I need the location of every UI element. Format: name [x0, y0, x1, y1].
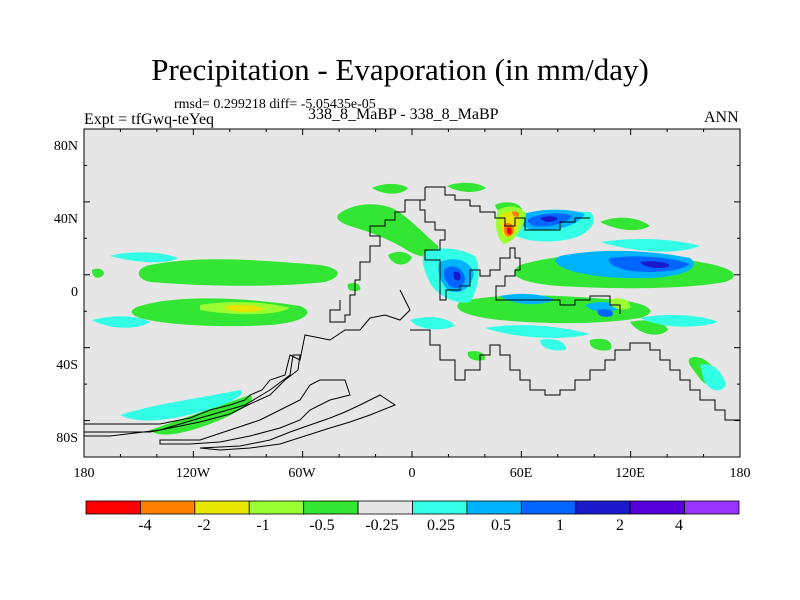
lat-label-40s: 40S [56, 358, 78, 373]
contour-fields [92, 182, 734, 435]
colorbar-label: -1 [256, 517, 270, 534]
colorbar-label: 1 [556, 517, 564, 534]
colorbar-label: 0.5 [491, 517, 511, 534]
colorbar-box [466, 500, 522, 515]
experiment-label: Expt = tfGwq-teYeq [84, 111, 215, 128]
colorbar-box [575, 500, 631, 515]
colorbar-box [684, 500, 740, 515]
outline-antarctic-peninsula [84, 354, 301, 437]
outline-africa-eurasia [419, 187, 621, 314]
contour-wet-max [453, 216, 670, 281]
lon-label-120e: 120E [615, 466, 645, 481]
stats-text: rmsd= 0.299218 diff= -5.05435e-05 [174, 97, 376, 112]
lon-label-180e: 180 [729, 466, 751, 481]
colorbar-label: -4 [138, 517, 152, 534]
continent-outlines [84, 186, 740, 451]
colorbar-box [85, 500, 141, 515]
colorbar-label: -0.5 [309, 517, 335, 534]
colorbar-box [303, 500, 359, 515]
plot-title: Precipitation - Evaporation (in mm/day) [151, 52, 649, 87]
colorbar-label: -2 [197, 517, 211, 534]
season-label: ANN [704, 109, 739, 126]
lon-label-0: 0 [408, 466, 416, 481]
colorbar-box [357, 500, 413, 515]
colorbar-box [194, 500, 250, 515]
outline-south-islands-1 [159, 379, 351, 445]
lon-label-120w: 120W [175, 466, 211, 481]
colorbar-box [412, 500, 468, 515]
colorbar-box [140, 500, 196, 515]
colorbar-label: -0.25 [365, 517, 399, 534]
lon-label-60e: 60E [509, 466, 533, 481]
outline-north-asia [425, 186, 590, 231]
outline-south-landmass [84, 289, 411, 425]
lat-label-40n: 40N [53, 212, 78, 227]
outline-southern-chain [410, 329, 740, 421]
outline-south-islands-2 [199, 394, 397, 451]
colorbar-label: 4 [675, 517, 683, 534]
lon-label-180w: 180 [73, 466, 95, 481]
colorbar [85, 500, 740, 515]
case-label: 338_8_MaBP - 338_8_MaBP [308, 106, 499, 123]
contour-dry-extreme [506, 227, 512, 235]
colorbar-label: 2 [616, 517, 624, 534]
lon-label-60w: 60W [288, 466, 316, 481]
lat-label-eq: 0 [71, 285, 78, 300]
outline-west-coast [329, 199, 420, 323]
colorbar-box [248, 500, 305, 515]
colorbar-box [520, 500, 577, 515]
axis-ticks [83, 128, 741, 458]
lat-label-80s: 80S [56, 431, 78, 446]
colorbar-label: 0.25 [427, 517, 455, 534]
lat-label-80n: 80N [53, 139, 78, 154]
colorbar-box [629, 500, 685, 515]
